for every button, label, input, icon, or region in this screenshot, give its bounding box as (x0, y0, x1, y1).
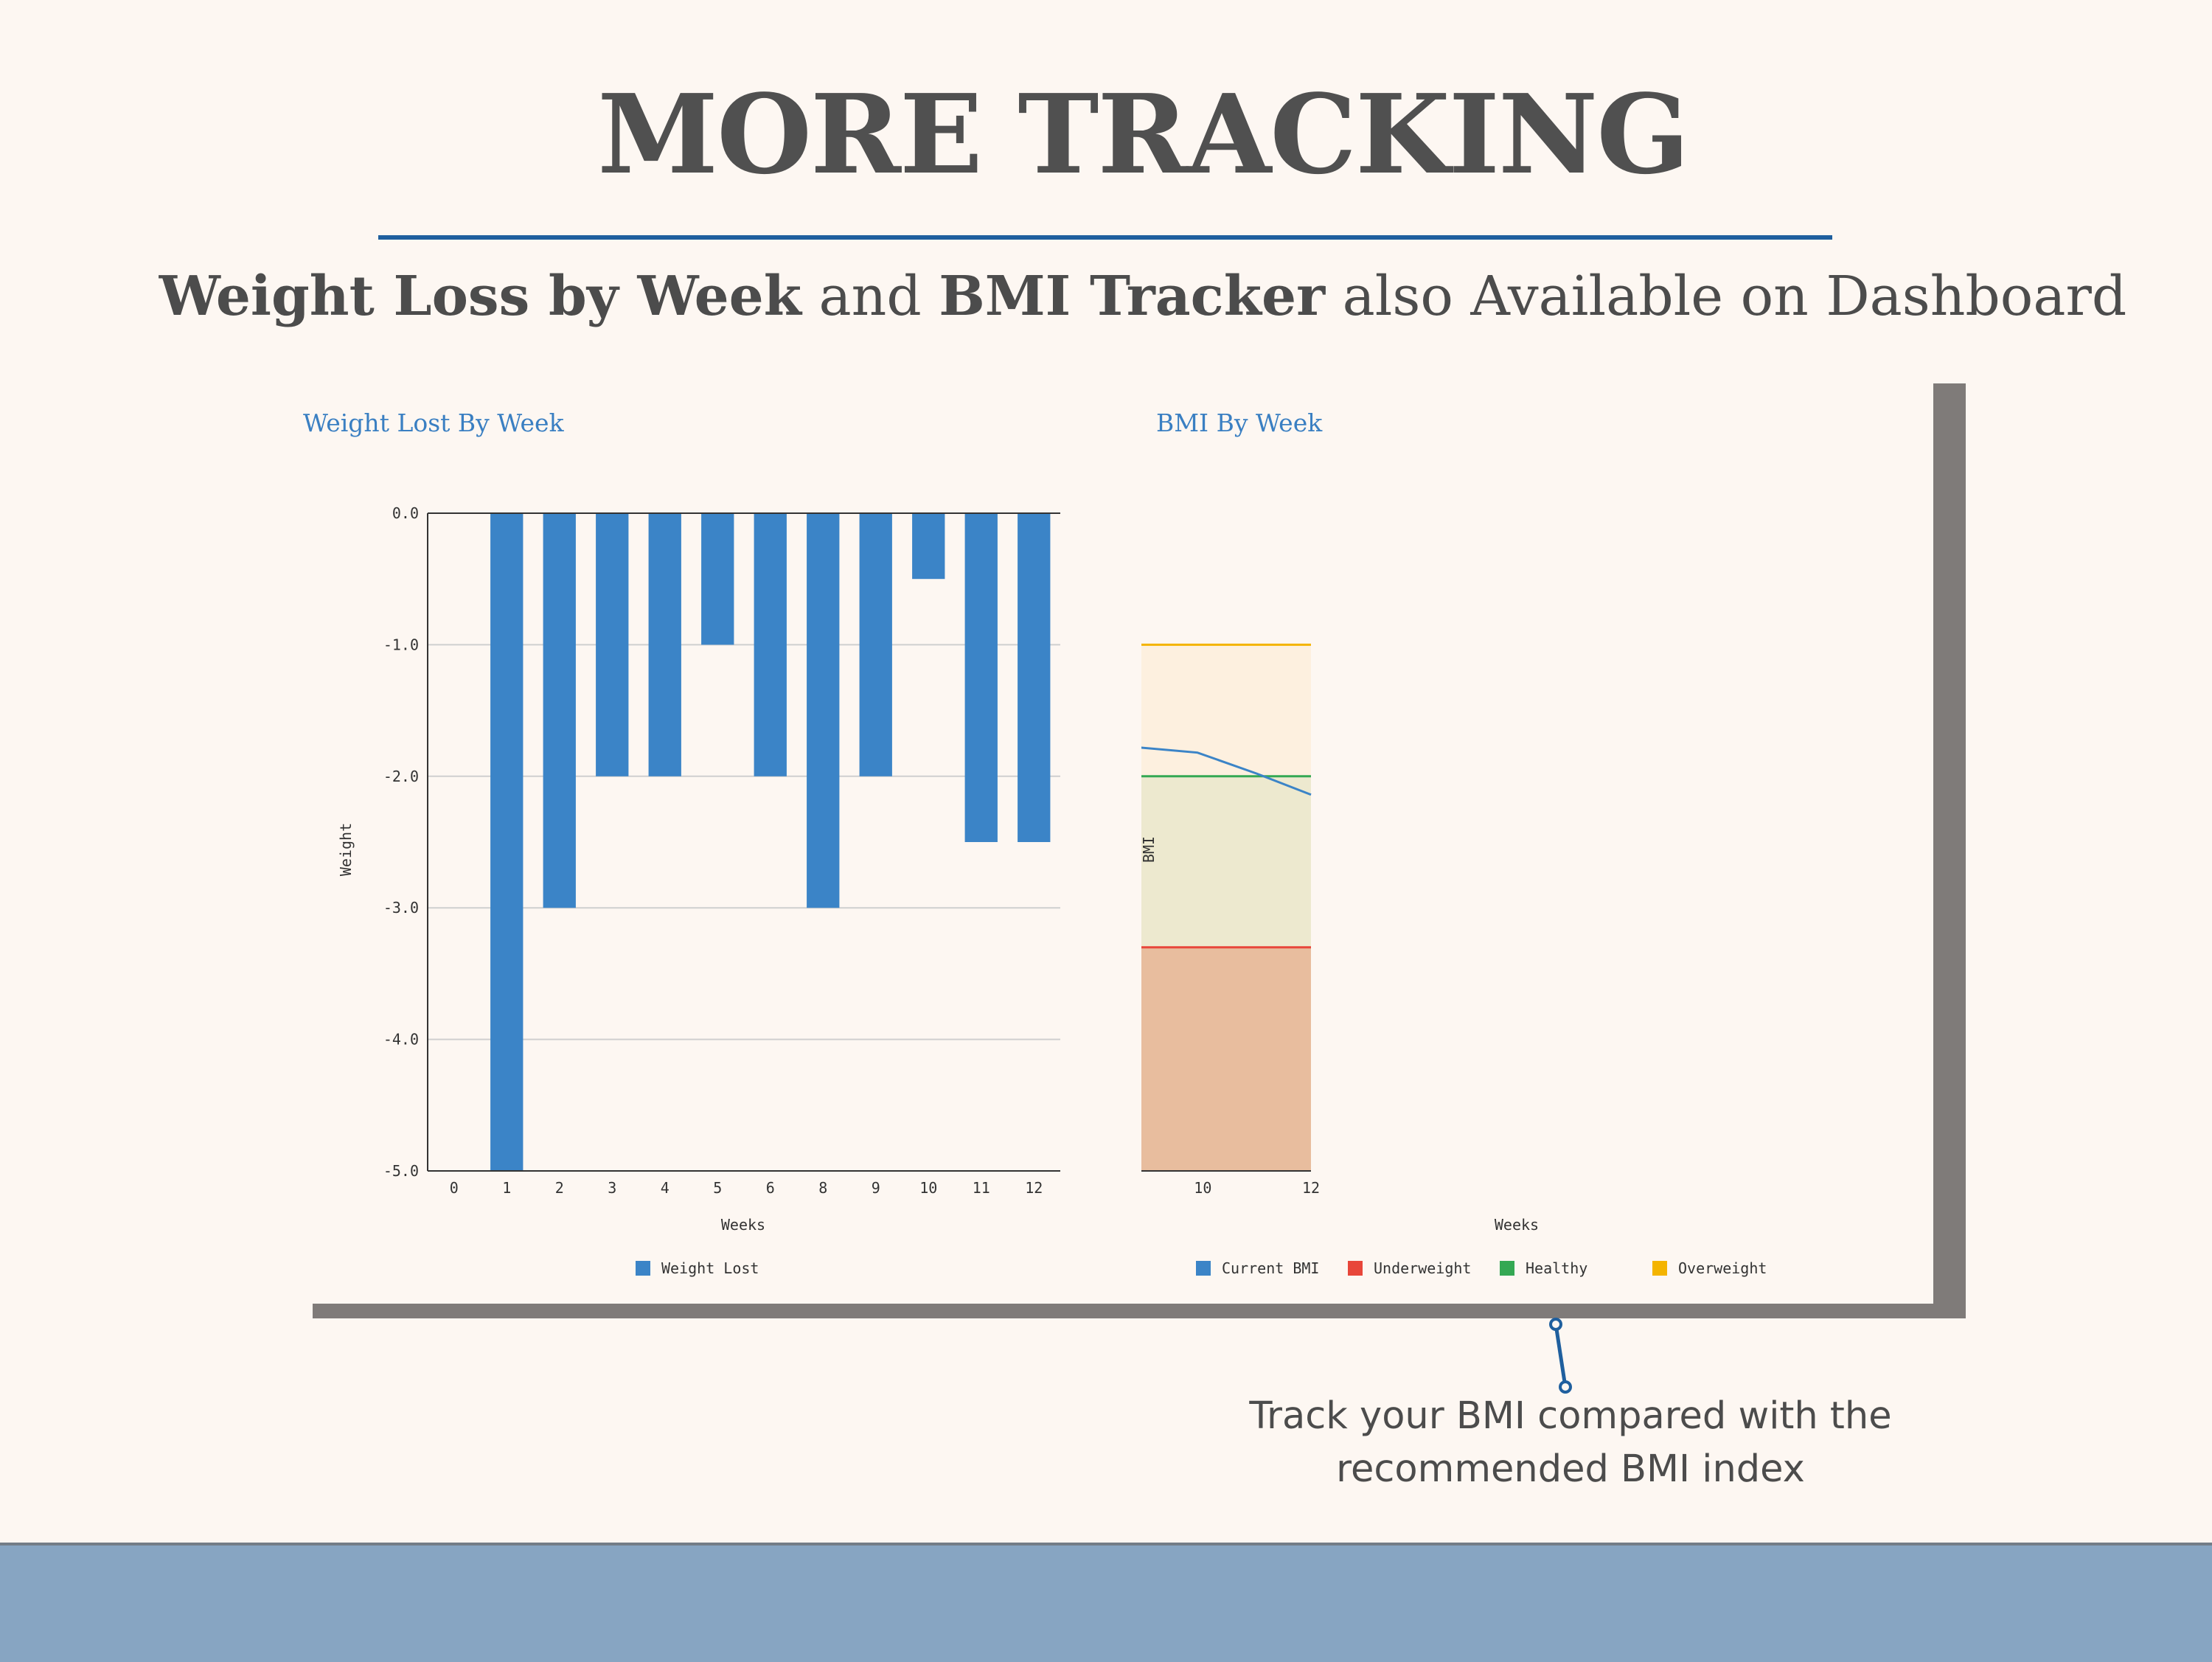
weight-legend-label: Weight Lost (661, 1259, 759, 1277)
weight-x-axis-label: Weeks (721, 1216, 765, 1234)
weight-bar (490, 513, 524, 1171)
weight-bar (543, 513, 576, 908)
weight-x-tick-label: 10 (919, 1179, 937, 1197)
weight-chart-title: Weight Lost By Week (303, 408, 564, 437)
overweight-band (1141, 644, 1311, 776)
healthy-legend-swatch (1500, 1261, 1514, 1276)
current-bmi-line (1141, 746, 1312, 796)
weight-y-tick-label: -3.0 (383, 899, 419, 917)
dashboard-card: Weight Lost By Week BMI By Week 0.0 -1.0 -… (293, 364, 1933, 1304)
weight-bar (859, 513, 892, 776)
overweight-legend-swatch (1652, 1261, 1667, 1276)
weight-x-tick-label: 6 (766, 1179, 775, 1197)
healthy-band (1141, 776, 1311, 948)
bmi-x-tick-label: 12 (1302, 1179, 1320, 1197)
weight-x-tick-label: 1 (502, 1179, 511, 1197)
bmi-chart-title: BMI By Week (1156, 408, 1323, 437)
bmi-x-axis-label: Weeks (1495, 1216, 1539, 1234)
current-bmi-legend-label: Current BMI (1222, 1259, 1319, 1277)
weight-bar (596, 513, 629, 776)
weight-legend-swatch (636, 1261, 650, 1276)
weight-x-tick-label: 5 (713, 1179, 722, 1197)
title-divider (378, 235, 1832, 240)
healthy-legend-label: Healthy (1526, 1259, 1587, 1277)
subtitle-tail: also Available on Dashboard (1325, 265, 2127, 328)
footer-bar (0, 1543, 2212, 1662)
connector-dot-top (1549, 1318, 1562, 1331)
overweight-legend-label: Overweight (1678, 1259, 1767, 1277)
weight-bar (807, 513, 840, 908)
weight-bar (912, 513, 945, 580)
weight-y-tick-label: 0.0 (392, 504, 419, 522)
weight-y-tick-label: -5.0 (383, 1162, 419, 1180)
bmi-x-tick-label: 10 (1194, 1179, 1211, 1197)
bmi-chart: 353025201510 024681012 Weeks BMI Current… (1141, 643, 1767, 1277)
callout-line-2: recommended BMI index (1336, 1447, 1805, 1491)
underweight-band (1141, 947, 1311, 1171)
subtitle-bmi-tracker: BMI Tracker (939, 265, 1326, 328)
weight-y-tick-label: -2.0 (383, 768, 419, 785)
weight-x-tick-label: 12 (1025, 1179, 1043, 1197)
weight-x-tick-label: 3 (608, 1179, 616, 1197)
weight-bar (701, 513, 734, 645)
weight-x-tick-label: 0 (450, 1179, 459, 1197)
weight-bar (648, 513, 681, 776)
weight-x-tick-label: 8 (818, 1179, 827, 1197)
weight-x-tick-label: 2 (555, 1179, 564, 1197)
weight-y-tick-label: -1.0 (383, 636, 419, 653)
weight-x-tick-label: 4 (661, 1179, 669, 1197)
weight-y-axis-label: Weight (337, 823, 355, 876)
callout-line-1: Track your BMI compared with the (1249, 1394, 1892, 1438)
weight-lost-chart: 0.0-1.0-2.0-3.0-4.0-5.0 0 1 2 3 4 5 6 8 9 10 11 12 … (337, 504, 1060, 1277)
subtitle-connector: and (801, 265, 939, 328)
callout-text: Track your BMI compared with the recomme… (1202, 1390, 1939, 1496)
weight-bar (964, 513, 998, 842)
underweight-legend-swatch (1348, 1261, 1363, 1276)
bmi-y-axis-label: BMI (1141, 836, 1158, 863)
weight-y-tick-label: -4.0 (383, 1031, 419, 1049)
weight-x-tick-label: 9 (872, 1179, 880, 1197)
current-bmi-legend-swatch (1196, 1261, 1211, 1276)
page-title: MORE TRACKING (597, 70, 1689, 198)
weight-bar (1018, 513, 1051, 842)
weight-x-tick-label: 11 (973, 1179, 990, 1197)
underweight-legend-label: Underweight (1374, 1259, 1471, 1277)
page-subtitle: Weight Loss by Week and BMI Tracker also… (0, 265, 2212, 328)
callout-connector (1549, 1318, 1572, 1394)
connector-dot-bottom (1559, 1380, 1572, 1394)
subtitle-weight-loss: Weight Loss by Week (159, 265, 802, 328)
weight-bar (754, 513, 787, 776)
